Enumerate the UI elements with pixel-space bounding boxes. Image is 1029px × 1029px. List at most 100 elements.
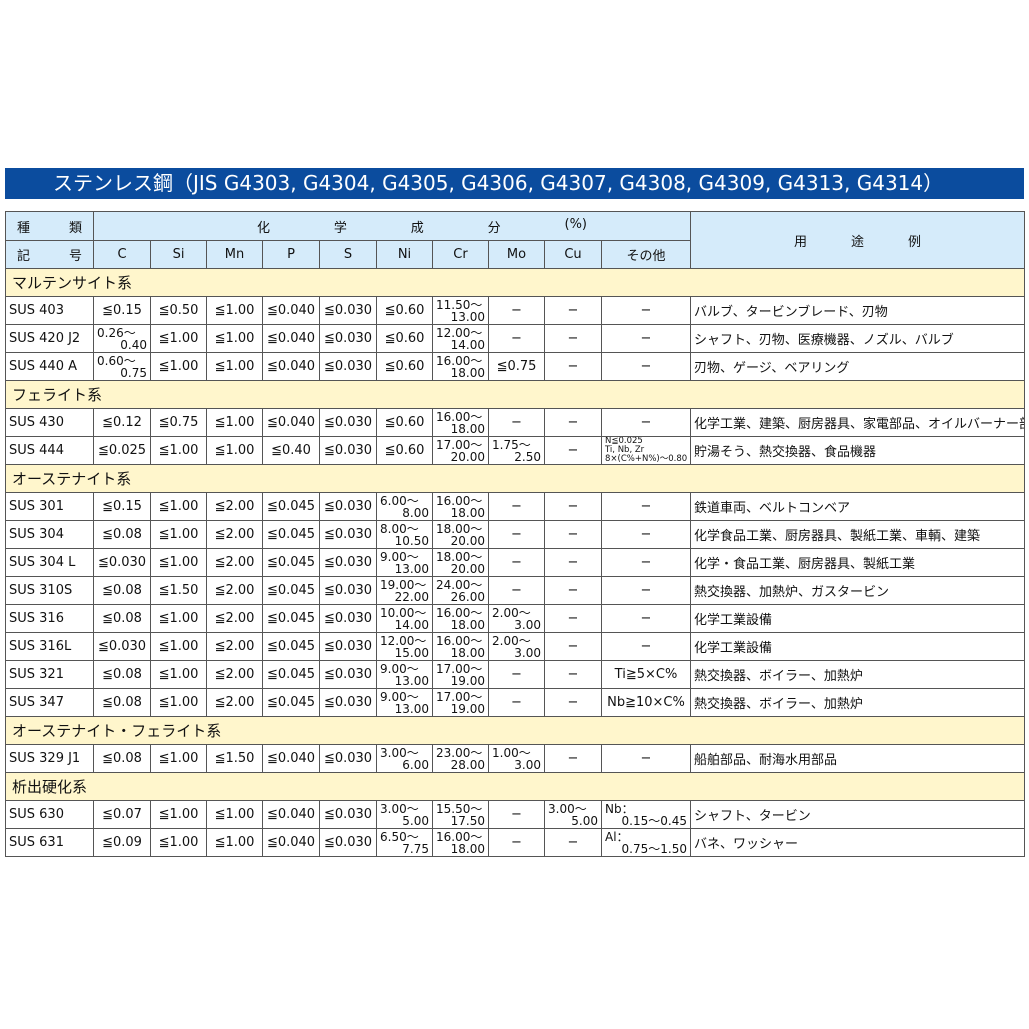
value-cell: ≦0.60 bbox=[376, 436, 433, 465]
table-row: SUS 440 A 0.60〜 0.75 ≦1.00 ≦1.00 ≦0.040 ≦0.030… bbox=[5, 352, 1025, 381]
value-cell: ≦0.030 bbox=[319, 296, 377, 325]
value-cell: ≦1.00 bbox=[150, 520, 207, 549]
value-cell: − bbox=[601, 296, 691, 325]
value-cell: 10.00〜 14.00 bbox=[376, 604, 433, 633]
value-cell: − bbox=[601, 492, 691, 521]
value-cell: ≦0.030 bbox=[319, 352, 377, 381]
value-cell: 3.00〜 6.00 bbox=[376, 744, 433, 773]
value-cell: − bbox=[544, 604, 602, 633]
value-cell: ≦0.030 bbox=[319, 548, 377, 577]
value-cell: − bbox=[544, 828, 602, 857]
value-cell: ≦1.00 bbox=[150, 660, 207, 689]
value-cell: 3.00〜 5.00 bbox=[544, 800, 602, 829]
value-cell: ≦0.045 bbox=[262, 660, 320, 689]
value-cell: ≦0.030 bbox=[319, 828, 377, 857]
grade-cell: SUS 321 bbox=[5, 660, 94, 689]
element-header: S bbox=[319, 240, 377, 269]
value-cell: − bbox=[544, 688, 602, 717]
element-header: Cr bbox=[432, 240, 489, 269]
value-cell: 24.00〜 26.00 bbox=[432, 576, 489, 605]
value-cell: ≦0.030 bbox=[319, 576, 377, 605]
value-cell: − bbox=[601, 352, 691, 381]
grade-cell: SUS 304 L bbox=[5, 548, 94, 577]
value-cell: ≦0.030 bbox=[319, 632, 377, 661]
table-row: SUS 631 ≦0.09 ≦1.00 ≦1.00 ≦0.040 ≦0.030 6.50〜 7… bbox=[5, 828, 1025, 857]
value-cell: − bbox=[544, 352, 602, 381]
value-cell: ≦1.00 bbox=[150, 688, 207, 717]
grade-cell: SUS 430 bbox=[5, 408, 94, 437]
grade-cell: SUS 310S bbox=[5, 576, 94, 605]
value-cell: 6.00〜 8.00 bbox=[376, 492, 433, 521]
table-row: SUS 444 ≦0.025 ≦1.00 ≦1.00 ≦0.40 ≦0.030 ≦0.60 1… bbox=[5, 436, 1025, 465]
value-cell: 16.00〜 18.00 bbox=[432, 632, 489, 661]
value-cell: ≦0.030 bbox=[319, 436, 377, 465]
use-cell: 熱交換器、ボイラー、加熱炉 bbox=[690, 660, 1025, 689]
value-cell: ≦0.040 bbox=[262, 800, 320, 829]
value-cell: ≦1.00 bbox=[206, 436, 263, 465]
value-cell: − bbox=[544, 744, 602, 773]
value-cell: 9.00〜 13.00 bbox=[376, 660, 433, 689]
use-cell: 化学工業設備 bbox=[690, 604, 1025, 633]
value-cell: 9.00〜 13.00 bbox=[376, 688, 433, 717]
use-cell: シャフト、タービン bbox=[690, 800, 1025, 829]
table-row: SUS 321 ≦0.08 ≦1.00 ≦2.00 ≦0.045 ≦0.030 9.00〜 1… bbox=[5, 660, 1025, 689]
value-cell: 8.00〜 10.50 bbox=[376, 520, 433, 549]
table-row: SUS 316L ≦0.030 ≦1.00 ≦2.00 ≦0.045 ≦0.030 12.0… bbox=[5, 632, 1025, 661]
grade-cell: SUS 304 bbox=[5, 520, 94, 549]
value-cell: ≦0.040 bbox=[262, 324, 320, 353]
value-cell: 18.00〜 20.00 bbox=[432, 520, 489, 549]
use-cell: 化学工業設備 bbox=[690, 632, 1025, 661]
value-cell: ≦0.08 bbox=[93, 576, 151, 605]
value-cell: 12.00〜 14.00 bbox=[432, 324, 489, 353]
value-cell: 12.00〜 15.00 bbox=[376, 632, 433, 661]
value-cell: 23.00〜 28.00 bbox=[432, 744, 489, 773]
category-label: マルテンサイト系 bbox=[5, 268, 1025, 297]
value-cell: 18.00〜 20.00 bbox=[432, 548, 489, 577]
value-cell: 17.00〜 19.00 bbox=[432, 660, 489, 689]
value-cell: ≦0.75 bbox=[150, 408, 207, 437]
value-cell: ≦1.00 bbox=[150, 604, 207, 633]
value-cell: − bbox=[601, 576, 691, 605]
table-row: SUS 316 ≦0.08 ≦1.00 ≦2.00 ≦0.045 ≦0.030 10.00〜… bbox=[5, 604, 1025, 633]
value-cell: 9.00〜 13.00 bbox=[376, 548, 433, 577]
value-cell: − bbox=[488, 408, 545, 437]
value-cell: ≦2.00 bbox=[206, 632, 263, 661]
value-cell: − bbox=[544, 520, 602, 549]
element-header: Si bbox=[150, 240, 207, 269]
value-cell: 16.00〜 18.00 bbox=[432, 604, 489, 633]
value-cell: − bbox=[488, 520, 545, 549]
value-cell: − bbox=[601, 604, 691, 633]
value-cell: ≦2.00 bbox=[206, 660, 263, 689]
value-cell: ≦0.025 bbox=[93, 436, 151, 465]
grade-cell: SUS 403 bbox=[5, 296, 94, 325]
value-cell: − bbox=[601, 408, 691, 437]
grade-cell: SUS 316 bbox=[5, 604, 94, 633]
table-row: SUS 301 ≦0.15 ≦1.00 ≦2.00 ≦0.045 ≦0.030 6.00〜 8… bbox=[5, 492, 1025, 521]
use-cell: 刃物、ゲージ、ベアリング bbox=[690, 352, 1025, 381]
value-cell: ≦0.40 bbox=[262, 436, 320, 465]
value-cell: ≦0.030 bbox=[93, 548, 151, 577]
table-row: SUS 310S ≦0.08 ≦1.50 ≦2.00 ≦0.045 ≦0.030 19.00… bbox=[5, 576, 1025, 605]
value-cell: ≦0.045 bbox=[262, 520, 320, 549]
type-header: 種類 bbox=[5, 211, 94, 241]
category-label: 析出硬化系 bbox=[5, 772, 1025, 801]
value-cell: ≦2.00 bbox=[206, 576, 263, 605]
value-cell: ≦0.60 bbox=[376, 324, 433, 353]
element-header: Mn bbox=[206, 240, 263, 269]
value-cell: − bbox=[544, 632, 602, 661]
table-row: SUS 304 L ≦0.030 ≦1.00 ≦2.00 ≦0.045 ≦0.030 9.0… bbox=[5, 548, 1025, 577]
use-cell: 化学・食品工業、厨房器具、製紙工業 bbox=[690, 548, 1025, 577]
value-cell: ≦2.00 bbox=[206, 604, 263, 633]
value-cell: ≦0.75 bbox=[488, 352, 545, 381]
table-row: SUS 430 ≦0.12 ≦0.75 ≦1.00 ≦0.040 ≦0.030 ≦0.60 1… bbox=[5, 408, 1025, 437]
value-cell: ≦2.00 bbox=[206, 548, 263, 577]
category-row: フェライト系 bbox=[5, 380, 1025, 409]
value-cell: − bbox=[488, 800, 545, 829]
value-cell: ≦1.00 bbox=[150, 800, 207, 829]
category-row: 析出硬化系 bbox=[5, 772, 1025, 801]
value-cell: ≦1.00 bbox=[206, 352, 263, 381]
value-cell: ≦1.00 bbox=[150, 352, 207, 381]
value-cell: 17.00〜 19.00 bbox=[432, 688, 489, 717]
value-cell: ≦0.12 bbox=[93, 408, 151, 437]
value-cell: ≦0.030 bbox=[319, 520, 377, 549]
